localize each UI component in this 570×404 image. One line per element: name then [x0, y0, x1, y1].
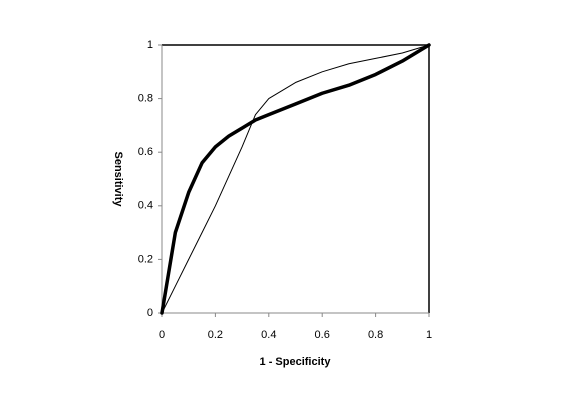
- roc-line: [161, 44, 430, 314]
- y-tick-label: 0.8: [138, 93, 153, 105]
- roc-line: [160, 43, 431, 315]
- y-tick-label: 1: [147, 39, 153, 51]
- y-tick-label: 0: [147, 307, 153, 319]
- x-tick-label: 0.2: [208, 329, 223, 341]
- y-tick-label: 0.6: [138, 146, 153, 158]
- x-tick-label: 0.6: [315, 329, 330, 341]
- x-tick-label: 0: [159, 329, 165, 341]
- y-axis-title: Sensitivity: [112, 151, 124, 207]
- x-axis-title: 1 - Specificity: [260, 356, 332, 368]
- y-tick-label: 0.4: [138, 200, 153, 212]
- x-tick-label: 0.8: [368, 329, 383, 341]
- y-tick-label: 0.2: [138, 253, 153, 265]
- x-tick-label: 0.4: [261, 329, 276, 341]
- x-tick-label: 1: [426, 329, 432, 341]
